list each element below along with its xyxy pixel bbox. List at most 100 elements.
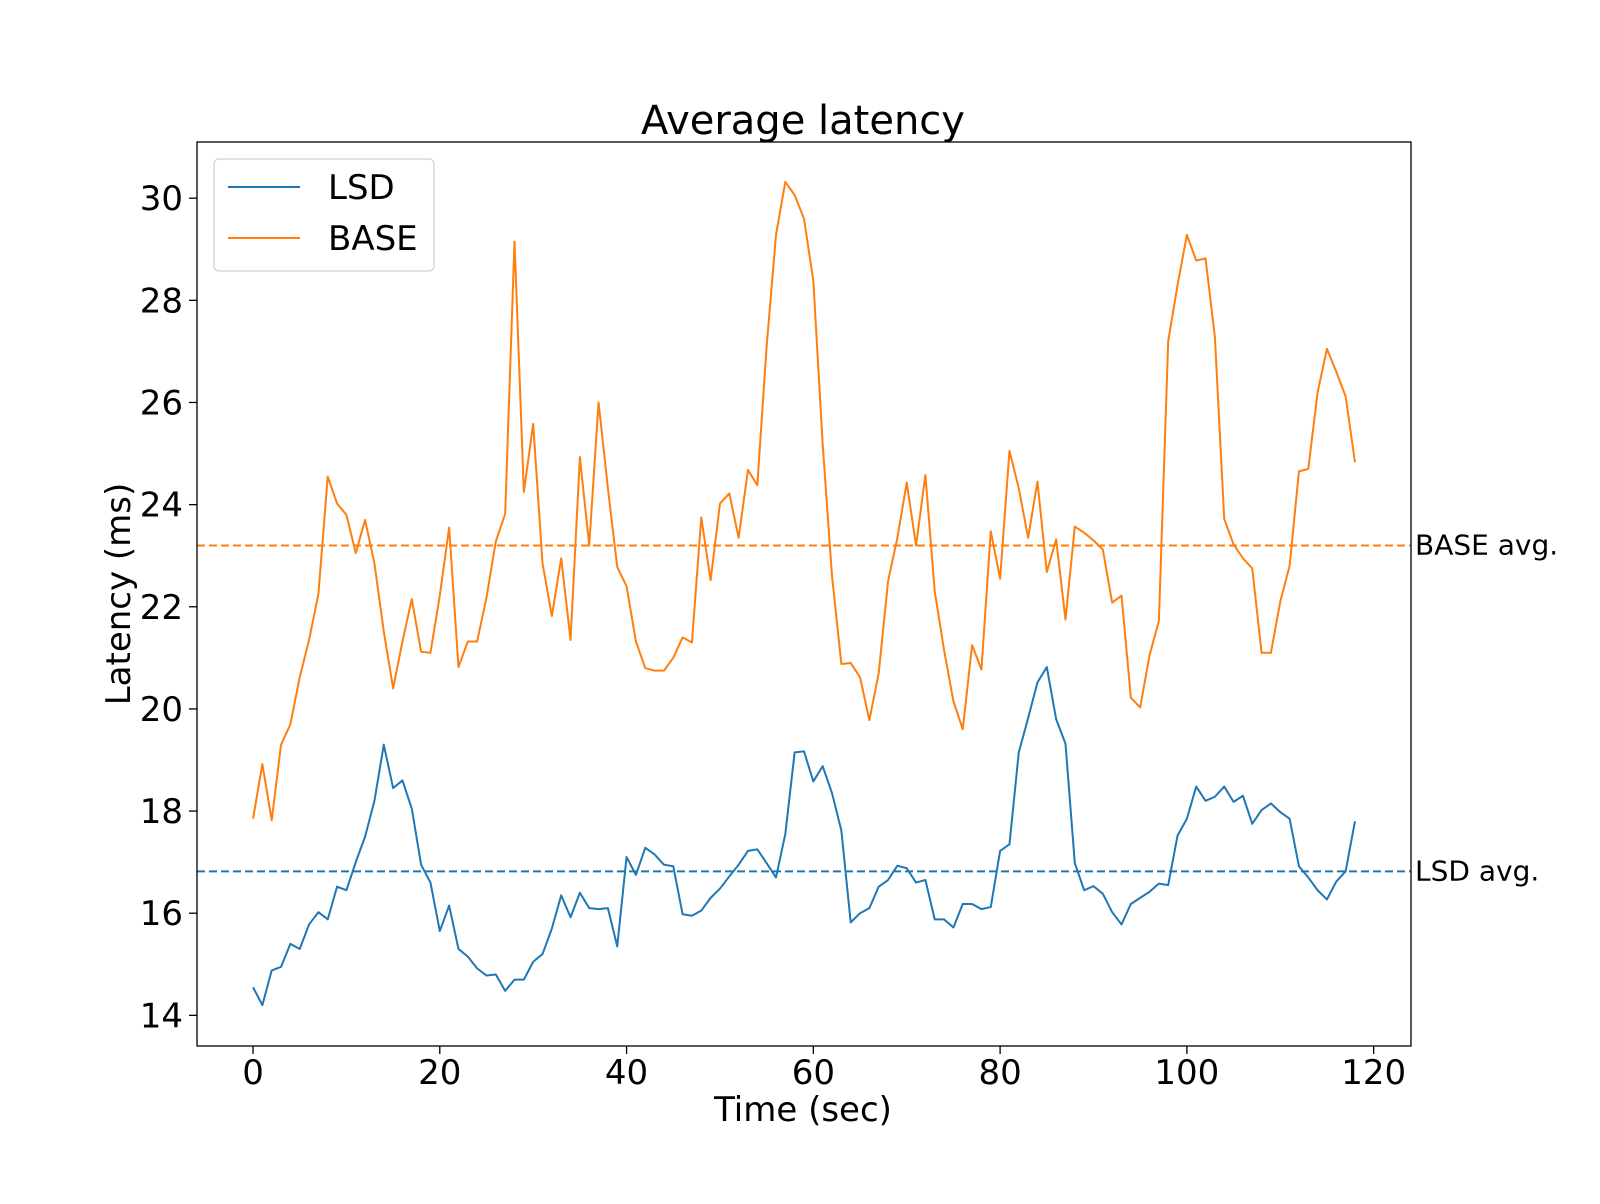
base-point: [1214, 336, 1216, 338]
y-tick-label: 28: [140, 281, 183, 321]
base-point: [672, 657, 674, 659]
base-point: [635, 641, 637, 643]
lsd-point: [1354, 820, 1356, 822]
base-series-line: [252, 180, 1356, 822]
lsd-point: [1317, 889, 1319, 891]
lsd-points: [252, 666, 1356, 1006]
lsd-point: [476, 967, 478, 969]
lsd-point: [383, 744, 385, 746]
base-point: [971, 644, 973, 646]
base-point: [514, 241, 516, 243]
base-point: [495, 540, 497, 542]
x-tick-label: 20: [418, 1053, 461, 1093]
y-tick-label: 26: [140, 383, 183, 423]
lsd-series-line: [252, 666, 1356, 1007]
lsd-point: [1233, 801, 1235, 803]
base-point: [1064, 619, 1066, 621]
lsd-point: [1036, 681, 1038, 683]
base-point: [691, 642, 693, 644]
lsd-point: [280, 966, 282, 968]
base-point: [887, 580, 889, 582]
lsd-point: [504, 990, 506, 992]
base-point: [1298, 470, 1300, 472]
lsd-point: [1186, 818, 1188, 820]
base-point: [1139, 706, 1141, 708]
lsd-point: [999, 850, 1001, 852]
lsd-point: [728, 875, 730, 877]
lsd-point: [766, 862, 768, 864]
base-point: [896, 537, 898, 539]
base-point: [654, 670, 656, 672]
base-point: [840, 663, 842, 665]
legend: LSD BASE: [213, 158, 435, 272]
lsd-point: [457, 948, 459, 950]
base-point: [588, 544, 590, 546]
lsd-point: [794, 751, 796, 753]
base-point: [990, 530, 992, 532]
base-point: [327, 476, 329, 478]
lsd-point: [719, 888, 721, 890]
base-point: [980, 669, 982, 671]
lsd-point: [672, 865, 674, 867]
lsd-point: [607, 907, 609, 909]
lsd-point: [1298, 865, 1300, 867]
lsd-point: [420, 864, 422, 866]
base-point: [934, 590, 936, 592]
lsd-point: [1111, 911, 1113, 913]
base-point: [1046, 571, 1048, 573]
base-point: [364, 519, 366, 521]
base-point: [1223, 518, 1225, 520]
base-point: [1251, 567, 1253, 569]
lsd-point: [448, 905, 450, 907]
base-avg-label: BASE avg.: [1415, 528, 1558, 561]
lsd-point: [1102, 893, 1104, 895]
lsd-point: [336, 886, 338, 888]
lsd-point: [1055, 718, 1057, 720]
y-tick-label: 22: [140, 588, 183, 628]
lsd-point: [1167, 884, 1169, 886]
base-point: [784, 181, 786, 183]
base-point: [1233, 543, 1235, 545]
base-point: [1008, 450, 1010, 452]
lsd-point: [1046, 666, 1048, 668]
lsd-point: [1335, 881, 1337, 883]
base-point: [551, 615, 553, 617]
lsd-point: [1177, 835, 1179, 837]
lsd-point: [616, 945, 618, 947]
lsd-point: [775, 876, 777, 878]
lsd-point: [878, 886, 880, 888]
base-point: [1242, 557, 1244, 559]
lsd-point: [1261, 809, 1263, 811]
base-point: [280, 744, 282, 746]
y-tick-label: 24: [140, 486, 183, 526]
lsd-point: [1158, 883, 1160, 885]
base-point: [644, 667, 646, 669]
base-point: [1317, 391, 1319, 393]
lsd-point: [943, 918, 945, 920]
lsd-point: [570, 916, 572, 918]
base-point: [336, 503, 338, 505]
base-point: [271, 819, 273, 821]
base-point: [859, 676, 861, 678]
base-point: [1158, 620, 1160, 622]
lsd-point: [924, 879, 926, 881]
lsd-point: [1345, 870, 1347, 872]
y-tick-label: 14: [140, 996, 183, 1036]
y-tick-label: 30: [140, 179, 183, 219]
base-point: [411, 598, 413, 600]
lsd-point: [1242, 795, 1244, 797]
base-point: [355, 552, 357, 554]
base-point: [682, 636, 684, 638]
lsd-point: [523, 979, 525, 981]
base-point: [439, 595, 441, 597]
lsd-point: [1008, 843, 1010, 845]
lsd-point: [654, 853, 656, 855]
lsd-point: [700, 910, 702, 912]
lsd-point: [289, 943, 291, 945]
lsd-point: [812, 780, 814, 782]
x-tick-label: 80: [978, 1053, 1021, 1093]
x-axis-label: Time (sec): [713, 1090, 892, 1130]
lsd-point: [831, 792, 833, 794]
base-point: [299, 676, 301, 678]
